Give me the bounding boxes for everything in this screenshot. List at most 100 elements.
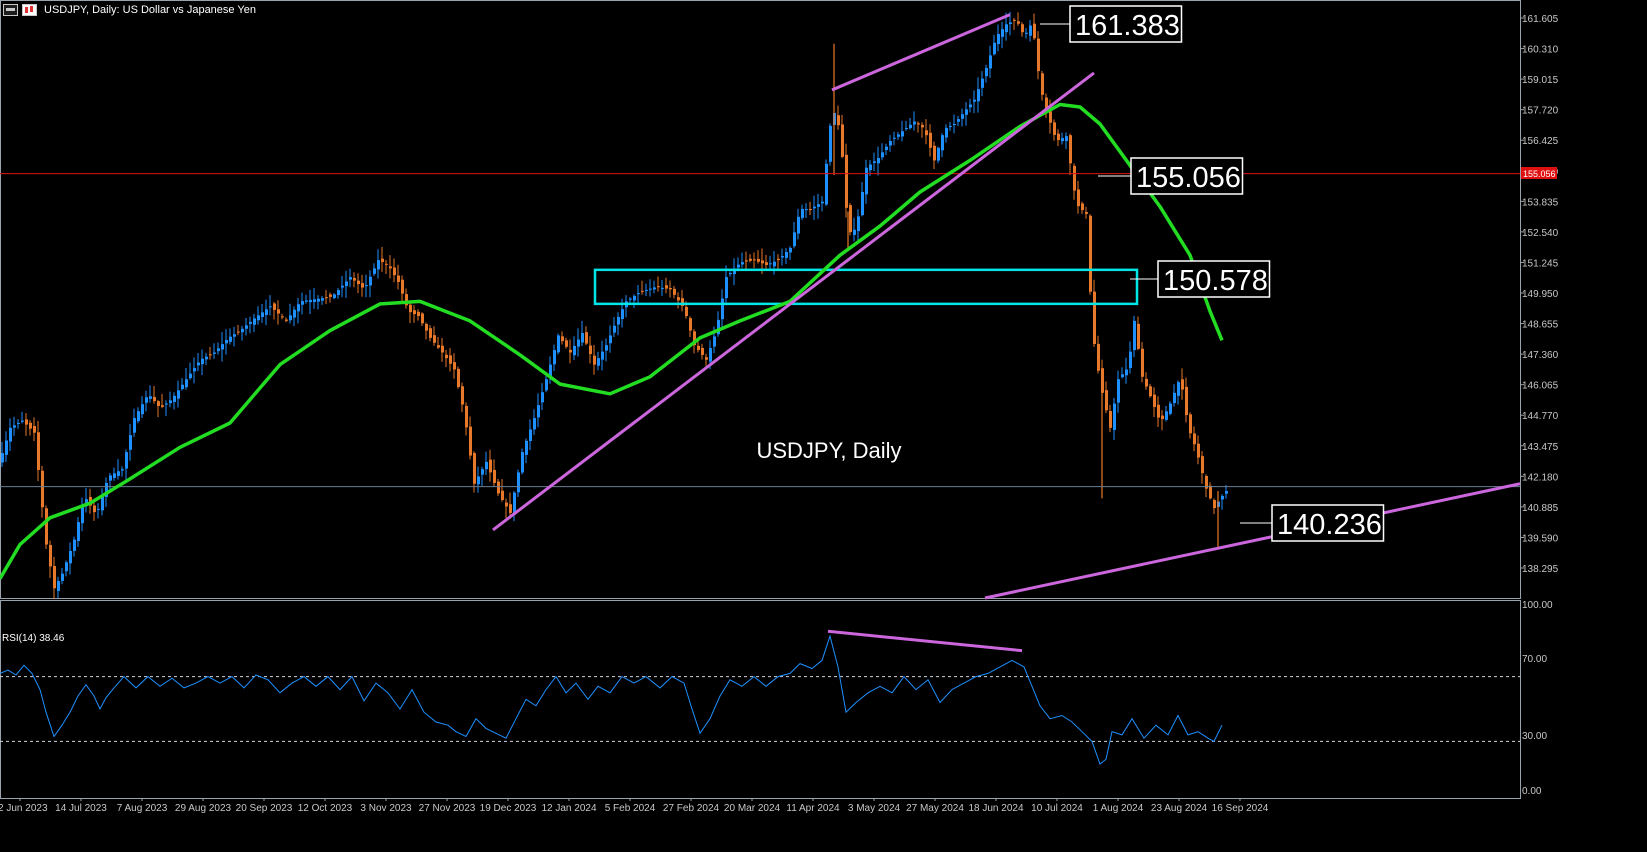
time-tick-label: 27 Feb 2024 xyxy=(663,803,720,814)
time-tick-label: 11 Apr 2024 xyxy=(786,803,840,814)
candle-body xyxy=(681,298,684,306)
candle-body xyxy=(1161,415,1164,420)
price-tick-label: 157.720 xyxy=(1522,106,1559,117)
candle-body xyxy=(1169,403,1172,414)
price-tick-label: 153.835 xyxy=(1522,197,1559,208)
candle-body xyxy=(297,304,300,312)
candle-body xyxy=(645,289,648,291)
candle-body xyxy=(141,404,144,415)
chart-type-icon[interactable] xyxy=(22,4,37,16)
candle-body xyxy=(789,247,792,253)
candle-body xyxy=(437,345,440,348)
candle-body xyxy=(1017,21,1020,24)
candle-body xyxy=(265,309,268,315)
time-tick-label: 29 Aug 2023 xyxy=(175,803,232,814)
candle-body xyxy=(321,298,324,301)
candle-body xyxy=(485,461,488,470)
candle-body xyxy=(505,502,508,507)
candle-body xyxy=(1129,351,1132,369)
candle-body xyxy=(613,325,616,333)
price-tick-label: 159.015 xyxy=(1522,75,1559,86)
candle-body xyxy=(761,260,764,264)
red-price-tag xyxy=(1521,167,1557,179)
candle-body xyxy=(889,140,892,146)
price-tick-label: 140.885 xyxy=(1522,503,1559,514)
candle-body xyxy=(725,277,728,299)
candle-body xyxy=(1105,390,1108,411)
candle-body xyxy=(757,258,760,262)
candle-body xyxy=(77,522,80,541)
time-tick-label: 16 Sep 2024 xyxy=(1212,803,1269,814)
candle-body xyxy=(353,278,356,281)
time-tick-label: 1 Aug 2024 xyxy=(1093,803,1144,814)
candle-body xyxy=(65,562,68,572)
candle-body xyxy=(741,262,744,265)
callout-low-box xyxy=(1271,504,1385,542)
candle-body xyxy=(821,201,824,204)
candle-body xyxy=(1013,19,1016,21)
candle-body xyxy=(769,263,772,265)
time-tick-label: 23 Aug 2024 xyxy=(1151,803,1208,814)
candle-body xyxy=(25,419,28,425)
candle-body xyxy=(29,422,32,429)
time-tick-label: 14 Jul 2023 xyxy=(55,803,107,814)
callout-low-text: 140.236 xyxy=(1277,509,1382,541)
chart-symbol-label: USDJPY, Daily xyxy=(756,438,901,463)
candle-body xyxy=(573,345,576,356)
candle-body xyxy=(233,334,236,337)
candle-body xyxy=(517,472,520,493)
candle-body xyxy=(677,297,680,301)
candle-body xyxy=(289,315,292,321)
candle-body xyxy=(1213,500,1216,509)
candle-body xyxy=(817,204,820,207)
candle-body xyxy=(417,311,420,317)
candle-body xyxy=(957,119,960,122)
price-tick-label: 144.770 xyxy=(1522,411,1559,422)
candle-body xyxy=(1221,495,1224,500)
candle-body xyxy=(1121,374,1124,378)
candle-body xyxy=(217,348,220,352)
time-tick-label: 27 May 2024 xyxy=(906,803,964,814)
candle-body xyxy=(361,283,364,288)
time-tick-label: 3 Nov 2023 xyxy=(360,803,412,814)
candle-body xyxy=(805,209,808,211)
candle-body xyxy=(849,205,852,233)
candle-body xyxy=(825,163,828,205)
candle-body xyxy=(893,137,896,139)
time-tick-label: 18 Jun 2024 xyxy=(968,803,1023,814)
candle-body xyxy=(469,426,472,456)
candle-body xyxy=(261,312,264,318)
time-tick-label: 12 Oct 2023 xyxy=(298,803,353,814)
candle-body xyxy=(181,384,184,390)
chart-menu-icon[interactable] xyxy=(3,4,18,16)
candle-body xyxy=(649,288,652,290)
red-price-tag-text: 155.056 xyxy=(1523,169,1556,179)
candle-body xyxy=(905,128,908,130)
candle-body xyxy=(633,295,636,301)
candle-body xyxy=(853,229,856,235)
candle-body xyxy=(457,368,460,387)
time-tick-label: 5 Feb 2024 xyxy=(605,803,656,814)
candle-body xyxy=(949,125,952,127)
candle-body xyxy=(717,319,720,335)
callout-high-box xyxy=(1069,5,1183,43)
candle-body xyxy=(913,121,916,125)
price-tick-label: 152.540 xyxy=(1522,228,1559,239)
candle-body xyxy=(721,298,724,320)
candle-body xyxy=(1041,73,1044,95)
price-tick-label: 138.295 xyxy=(1522,564,1559,575)
candle-body xyxy=(1093,291,1096,344)
candle-body xyxy=(777,258,780,261)
candle-body xyxy=(301,301,304,305)
candle-body xyxy=(1073,165,1076,191)
candle-body xyxy=(101,495,104,511)
candle-body xyxy=(837,115,840,126)
rsi-tick-label: 100.00 xyxy=(1522,600,1553,611)
candle-body xyxy=(709,348,712,362)
candle-body xyxy=(1045,97,1048,110)
candle-body xyxy=(1049,111,1052,123)
candle-body xyxy=(877,158,880,164)
candle-body xyxy=(809,209,812,211)
price-tick-label: 146.065 xyxy=(1522,381,1559,392)
